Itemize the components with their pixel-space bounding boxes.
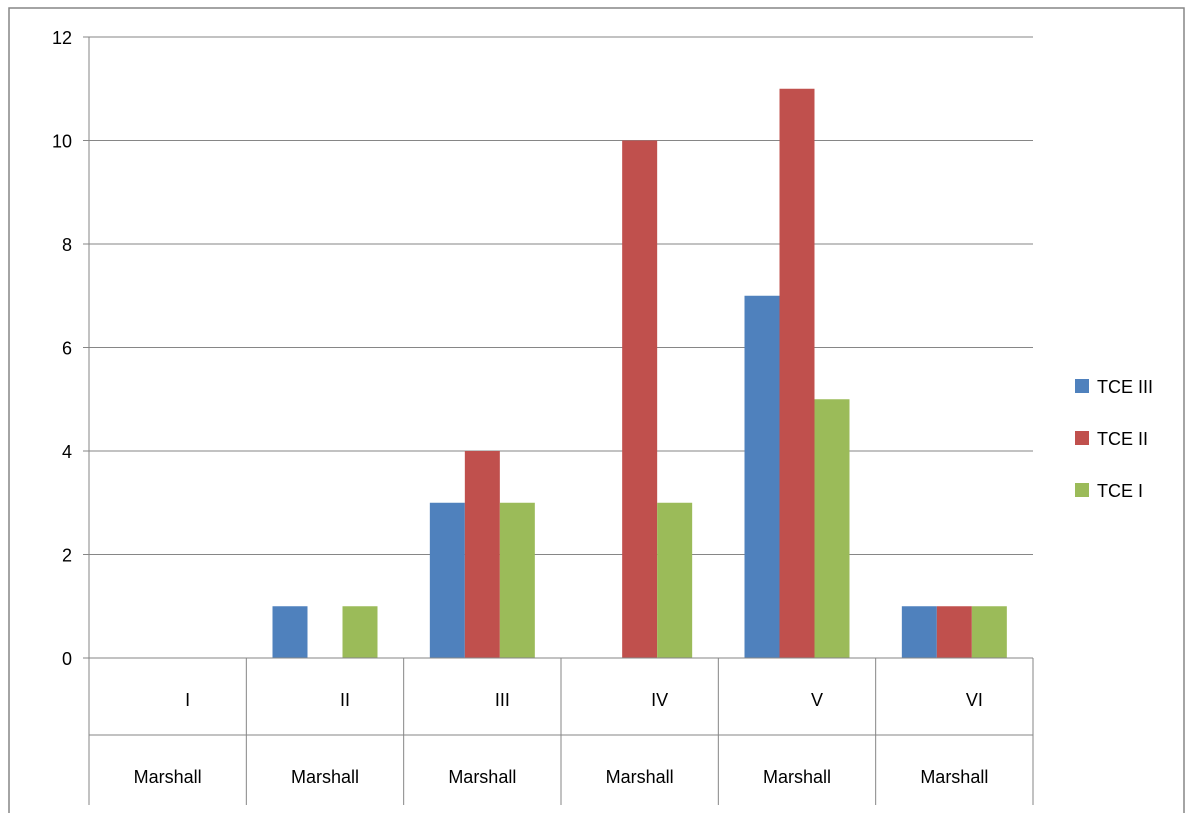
bar-tce-i-ii bbox=[342, 606, 378, 658]
x-category-label: I bbox=[185, 690, 190, 710]
x-category-label: VI bbox=[966, 690, 983, 710]
bar-tce-ii-iii bbox=[464, 451, 500, 658]
y-tick-label: 6 bbox=[62, 339, 72, 359]
bar-tce-ii-iv bbox=[622, 140, 658, 658]
x-category-label: IV bbox=[651, 690, 668, 710]
legend-swatch bbox=[1075, 483, 1089, 497]
x-group-label: Marshall bbox=[291, 767, 359, 787]
y-tick-label: 0 bbox=[62, 649, 72, 669]
x-group-label: Marshall bbox=[920, 767, 988, 787]
legend-label: TCE II bbox=[1097, 429, 1148, 449]
chart-border bbox=[8, 7, 1185, 813]
bar-tce-i-vi bbox=[971, 606, 1007, 658]
y-tick-label: 8 bbox=[62, 235, 72, 255]
legend-label: TCE I bbox=[1097, 481, 1143, 501]
x-group-label: Marshall bbox=[134, 767, 202, 787]
y-tick-label: 12 bbox=[52, 28, 72, 48]
bar-tce-iii-v bbox=[744, 295, 780, 658]
bar-tce-iii-ii bbox=[272, 606, 308, 658]
x-group-label: Marshall bbox=[448, 767, 516, 787]
legend-swatch bbox=[1075, 379, 1089, 393]
y-tick-label: 10 bbox=[52, 132, 72, 152]
bar-tce-i-iv bbox=[657, 502, 693, 658]
bar-tce-iii-iii bbox=[429, 502, 465, 658]
y-tick-label: 4 bbox=[62, 442, 72, 462]
bar-tce-i-v bbox=[814, 399, 850, 658]
x-category-label: III bbox=[495, 690, 510, 710]
bar-tce-iii-vi bbox=[901, 606, 937, 658]
legend-swatch bbox=[1075, 431, 1089, 445]
y-tick-label: 2 bbox=[62, 546, 72, 566]
x-category-label: V bbox=[811, 690, 823, 710]
bar-tce-i-iii bbox=[499, 502, 535, 658]
x-group-label: Marshall bbox=[763, 767, 831, 787]
bar-tce-ii-v bbox=[779, 88, 815, 658]
bar-tce-ii-vi bbox=[936, 606, 972, 658]
legend-label: TCE III bbox=[1097, 377, 1153, 397]
x-category-label: II bbox=[340, 690, 350, 710]
x-group-label: Marshall bbox=[606, 767, 674, 787]
